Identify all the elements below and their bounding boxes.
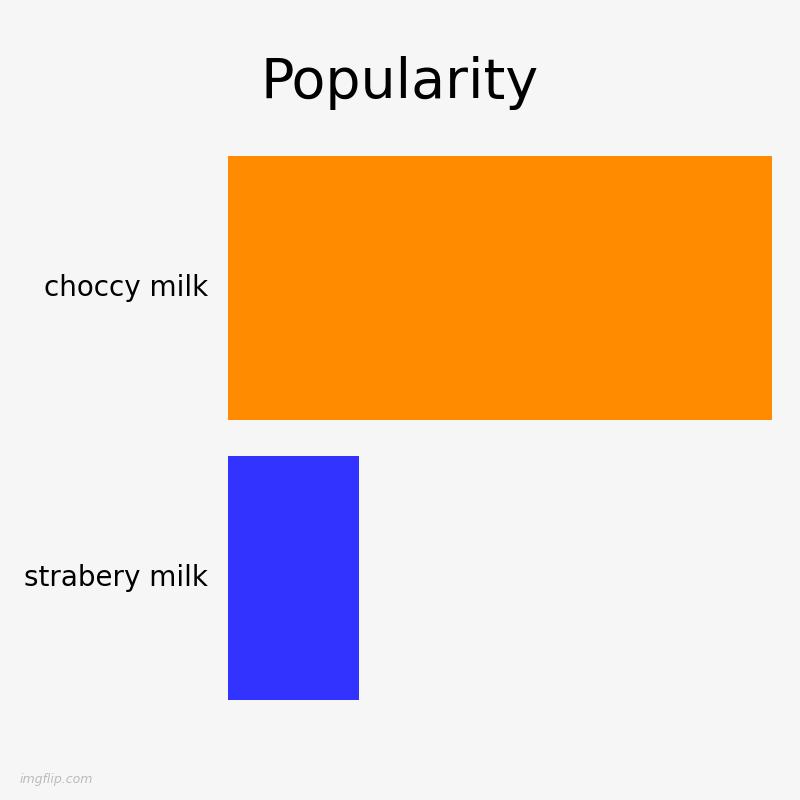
Text: Popularity: Popularity xyxy=(261,56,539,110)
Text: choccy milk: choccy milk xyxy=(44,274,208,302)
FancyBboxPatch shape xyxy=(228,156,772,420)
Text: strabery milk: strabery milk xyxy=(24,564,208,592)
Text: imgflip.com: imgflip.com xyxy=(20,773,94,786)
FancyBboxPatch shape xyxy=(228,456,358,700)
